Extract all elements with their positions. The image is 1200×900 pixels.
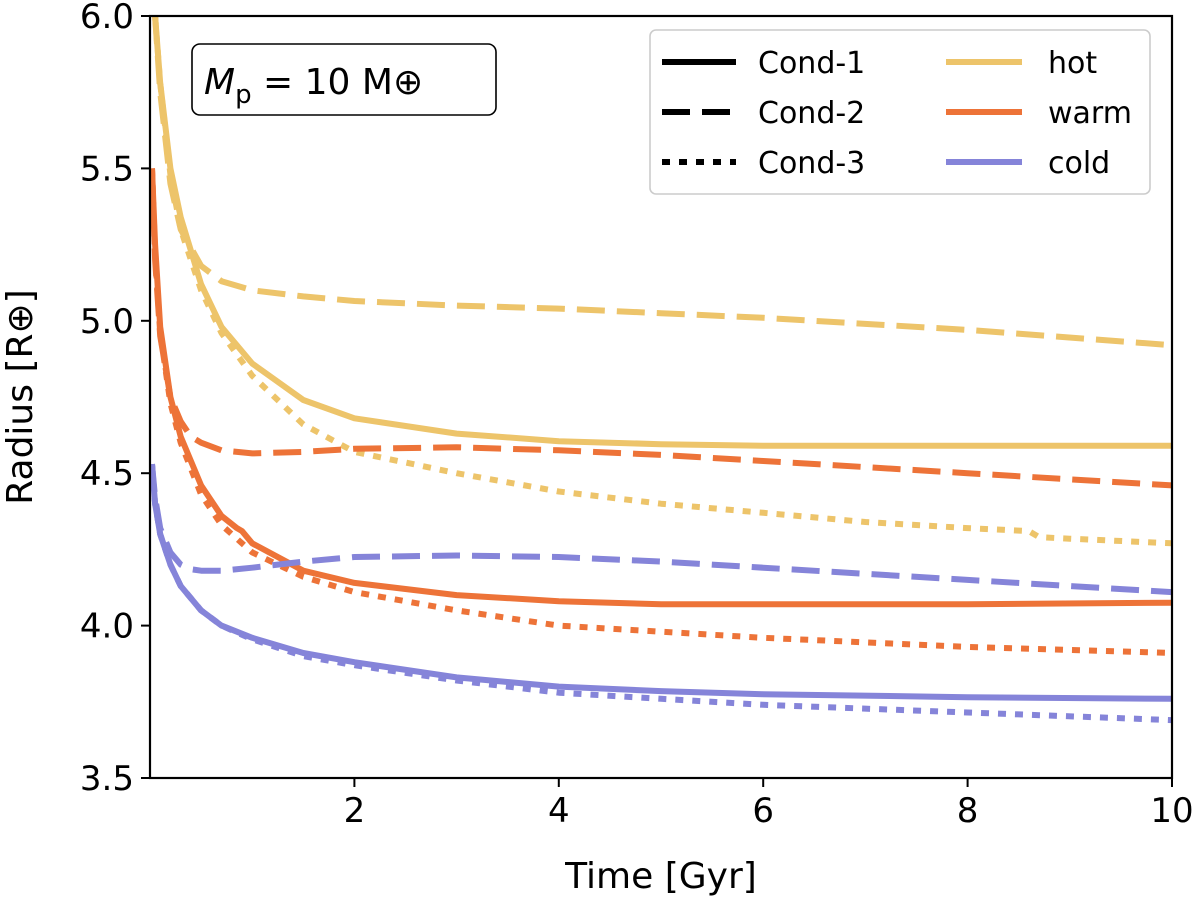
y-tick-label: 5.0 (80, 302, 134, 342)
x-tick-label: 4 (548, 791, 570, 831)
series-line-cold-cond-3 (150, 463, 1172, 724)
series-line-warm-cond-2 (150, 168, 1172, 489)
legend-label-cond-2: Cond-2 (758, 96, 865, 131)
legend-label-cond-1: Cond-1 (758, 46, 865, 81)
y-tick-label: 4.0 (80, 607, 134, 647)
x-tick-label: 8 (957, 791, 979, 831)
x-tick-label: 6 (752, 791, 774, 831)
annotation-rest: = 10 M⊕ (252, 62, 424, 103)
legend-label-cold: cold (1048, 146, 1110, 181)
plot-frame (148, 14, 1174, 780)
legend-box (649, 29, 1151, 195)
ticks-layer: 2 4 6 8 10 3.5 4.0 4.5 5.0 5.5 6.0 (80, 0, 1194, 831)
series-line-hot-cond-2 (152, 16, 1172, 349)
y-tick-label: 4.5 (80, 454, 134, 494)
mass-annotation: Mp = 10 M⊕ (191, 43, 497, 116)
legend-label-hot: hot (1048, 46, 1097, 81)
annotation-text: Mp = 10 M⊕ (204, 62, 423, 110)
y-tick-label: 6.0 (80, 0, 134, 37)
y-axis-title: Radius [R⊕] (0, 289, 41, 504)
x-tick-label: 2 (344, 791, 366, 831)
series-line-warm-cond-1 (150, 168, 1172, 608)
series-line-hot-cond-1 (152, 16, 1172, 449)
legend-label-cond-3: Cond-3 (758, 146, 865, 181)
y-tick-label: 3.5 (80, 759, 134, 799)
series-line-cold-cond-2 (150, 463, 1172, 596)
x-tick-label: 10 (1150, 791, 1193, 831)
series-line-hot-cond-3 (152, 16, 1172, 547)
y-tick-label: 5.5 (80, 149, 134, 189)
legend-label-warm: warm (1048, 96, 1132, 131)
series-layer (150, 16, 1172, 724)
annotation-box (191, 43, 497, 116)
annotation-symbol: M (204, 62, 235, 103)
x-axis-title: Time [Gyr] (564, 856, 757, 897)
legend: Cond-1 Cond-2 Cond-3 hot warm cold (649, 29, 1151, 195)
annotation-subscript: p (235, 80, 252, 110)
